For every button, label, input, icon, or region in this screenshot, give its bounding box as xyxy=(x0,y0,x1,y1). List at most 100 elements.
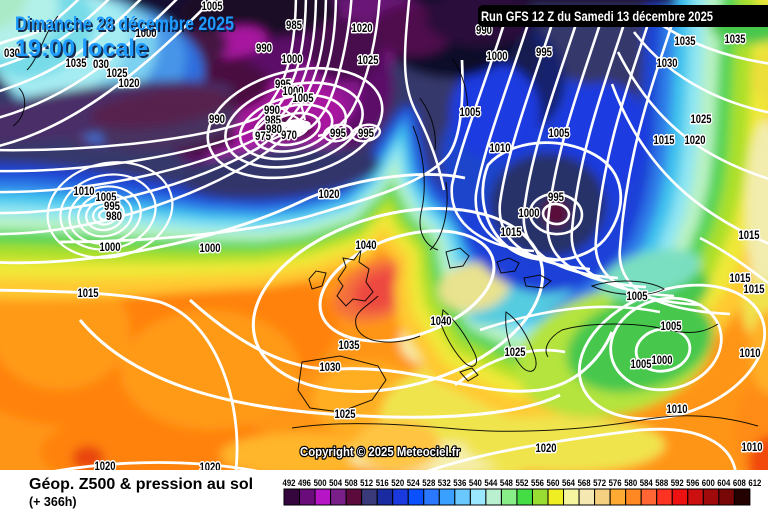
svg-text:592: 592 xyxy=(671,478,684,488)
svg-text:Run GFS 12 Z du Samedi 13 déce: Run GFS 12 Z du Samedi 13 décembre 2025 xyxy=(481,8,713,24)
svg-text:1040: 1040 xyxy=(431,314,452,328)
svg-text:Géop. Z500 & pression au sol: Géop. Z500 & pression au sol xyxy=(29,476,253,493)
svg-text:1010: 1010 xyxy=(742,440,763,454)
svg-text:970: 970 xyxy=(281,128,297,142)
svg-text:030: 030 xyxy=(93,57,109,71)
svg-text:995: 995 xyxy=(548,190,564,204)
svg-text:1025: 1025 xyxy=(358,53,379,67)
svg-text:1030: 1030 xyxy=(657,56,678,70)
svg-text:1015: 1015 xyxy=(744,282,765,296)
svg-text:512: 512 xyxy=(360,478,373,488)
svg-text:568: 568 xyxy=(578,478,591,488)
svg-text:520: 520 xyxy=(391,478,404,488)
svg-text:1000: 1000 xyxy=(100,240,121,254)
svg-text:1000: 1000 xyxy=(487,49,508,63)
svg-text:(+ 366h): (+ 366h) xyxy=(29,495,77,509)
svg-text:540: 540 xyxy=(469,478,482,488)
svg-text:1030: 1030 xyxy=(320,360,341,374)
svg-text:560: 560 xyxy=(547,478,560,488)
svg-text:19:00 locale: 19:00 locale xyxy=(17,37,150,64)
svg-text:990: 990 xyxy=(264,103,280,117)
svg-text:995: 995 xyxy=(330,126,346,140)
svg-text:995: 995 xyxy=(104,199,120,213)
svg-text:985: 985 xyxy=(265,113,281,127)
svg-text:1020: 1020 xyxy=(200,460,221,474)
svg-text:995: 995 xyxy=(275,77,291,91)
svg-text:1015: 1015 xyxy=(730,271,751,285)
svg-text:1000: 1000 xyxy=(200,241,221,255)
svg-text:1000: 1000 xyxy=(652,353,673,367)
svg-text:544: 544 xyxy=(484,478,497,488)
svg-text:496: 496 xyxy=(298,478,311,488)
svg-text:596: 596 xyxy=(686,478,699,488)
svg-text:604: 604 xyxy=(717,478,730,488)
svg-text:572: 572 xyxy=(593,478,606,488)
svg-text:1020: 1020 xyxy=(319,187,340,201)
svg-text:19:00 locale: 19:00 locale xyxy=(15,35,148,62)
svg-text:1020: 1020 xyxy=(685,133,706,147)
svg-text:1005: 1005 xyxy=(293,91,314,105)
svg-text:975: 975 xyxy=(255,129,271,143)
svg-text:1015: 1015 xyxy=(501,225,522,239)
svg-text:1000: 1000 xyxy=(136,26,157,40)
svg-text:1005: 1005 xyxy=(549,126,570,140)
svg-text:504: 504 xyxy=(329,478,342,488)
svg-text:1000: 1000 xyxy=(283,84,304,98)
svg-text:Dimanche 28 décembre 2025: Dimanche 28 décembre 2025 xyxy=(17,16,236,37)
svg-text:1015: 1015 xyxy=(739,228,760,242)
svg-text:1010: 1010 xyxy=(74,184,95,198)
svg-text:532: 532 xyxy=(438,478,451,488)
svg-text:1000: 1000 xyxy=(282,52,303,66)
svg-text:580: 580 xyxy=(624,478,637,488)
svg-text:1035: 1035 xyxy=(66,56,87,70)
svg-text:1020: 1020 xyxy=(95,459,116,473)
svg-text:1005: 1005 xyxy=(460,105,481,119)
svg-text:1020: 1020 xyxy=(352,21,373,35)
svg-text:980: 980 xyxy=(266,122,282,136)
svg-text:1025: 1025 xyxy=(505,345,526,359)
svg-text:1015: 1015 xyxy=(654,133,675,147)
svg-text:524: 524 xyxy=(407,478,420,488)
svg-text:1025: 1025 xyxy=(691,112,712,126)
svg-text:1005: 1005 xyxy=(96,190,117,204)
svg-text:1005: 1005 xyxy=(627,289,648,303)
svg-text:608: 608 xyxy=(733,478,746,488)
svg-text:Copyright © 2025 Meteociel.fr: Copyright © 2025 Meteociel.fr xyxy=(300,444,460,459)
svg-text:1005: 1005 xyxy=(631,357,652,371)
svg-text:508: 508 xyxy=(345,478,358,488)
svg-text:576: 576 xyxy=(609,478,622,488)
svg-text:564: 564 xyxy=(562,478,575,488)
svg-text:995: 995 xyxy=(358,126,374,140)
svg-text:584: 584 xyxy=(640,478,653,488)
svg-text:1035: 1035 xyxy=(339,338,360,352)
svg-text:548: 548 xyxy=(500,478,513,488)
svg-text:1010: 1010 xyxy=(490,141,511,155)
svg-text:030: 030 xyxy=(4,46,20,60)
svg-text:612: 612 xyxy=(748,478,761,488)
svg-text:1005: 1005 xyxy=(661,319,682,333)
svg-text:1020: 1020 xyxy=(119,76,140,90)
svg-text:1005: 1005 xyxy=(202,0,223,13)
svg-text:600: 600 xyxy=(702,478,715,488)
svg-text:1035: 1035 xyxy=(725,32,746,46)
svg-text:588: 588 xyxy=(655,478,668,488)
svg-text:990: 990 xyxy=(256,41,272,55)
svg-text:Dimanche 28 décembre 2025: Dimanche 28 décembre 2025 xyxy=(15,14,234,35)
svg-text:1010: 1010 xyxy=(740,346,761,360)
svg-text:995: 995 xyxy=(536,45,552,59)
svg-text:990: 990 xyxy=(209,112,225,126)
svg-text:536: 536 xyxy=(453,478,466,488)
svg-text:528: 528 xyxy=(422,478,435,488)
svg-text:516: 516 xyxy=(376,478,389,488)
svg-text:1010: 1010 xyxy=(667,402,688,416)
svg-text:1000: 1000 xyxy=(519,206,540,220)
svg-text:985: 985 xyxy=(286,18,302,32)
svg-text:980: 980 xyxy=(106,209,122,223)
svg-text:1035: 1035 xyxy=(675,34,696,48)
svg-text:552: 552 xyxy=(516,478,529,488)
svg-text:556: 556 xyxy=(531,478,544,488)
svg-text:1025: 1025 xyxy=(107,66,128,80)
svg-text:1020: 1020 xyxy=(536,441,557,455)
svg-text:1040: 1040 xyxy=(356,238,377,252)
svg-text:1025: 1025 xyxy=(335,407,356,421)
